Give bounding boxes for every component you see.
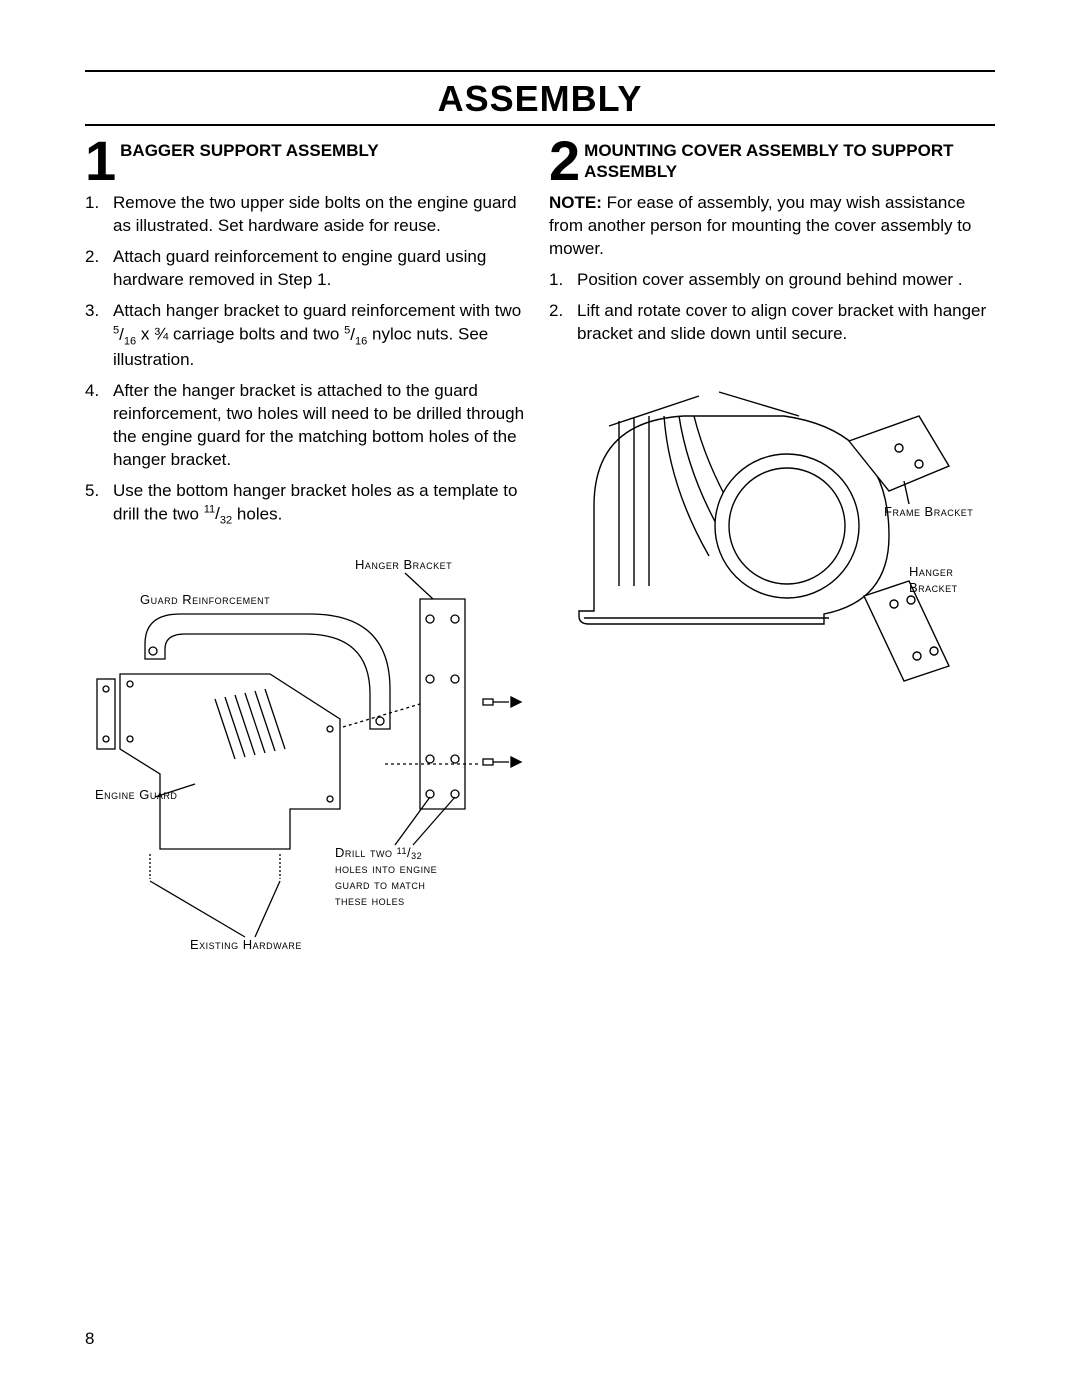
label-drill-note-2: holes into engine [335, 861, 437, 876]
step-1-5: Use the bottom hanger bracket holes as a… [85, 480, 531, 529]
label-hanger-l1: Hanger [909, 564, 953, 579]
section-2-head: 2 MOUNTING COVER ASSEMBLY TO SUPPORT ASS… [549, 136, 995, 186]
section-2-steps: Position cover assembly on ground behind… [549, 269, 995, 346]
fraction-5-16-b: 5/16 [344, 325, 367, 344]
section-1-number: 1 [85, 136, 116, 186]
section-1-title: BAGGER SUPPORT ASSEMBLY [120, 136, 379, 161]
label-drill-note-1: Drill two 11/32 [335, 845, 422, 861]
fraction-5-16-a: 5/16 [113, 325, 136, 344]
figure-1: Hanger Bracket Guard Reinforcement [85, 549, 531, 989]
left-column: 1 BAGGER SUPPORT ASSEMBLY Remove the two… [85, 136, 531, 989]
note-text: For ease of assembly, you may wish assis… [549, 193, 971, 258]
section-2-note: NOTE: For ease of assembly, you may wish… [549, 192, 995, 261]
label-engine-guard: Engine Guard [95, 787, 177, 802]
note-label: NOTE: [549, 193, 602, 212]
top-rule [85, 70, 995, 72]
page-container: ASSEMBLY 1 BAGGER SUPPORT ASSEMBLY Remov… [0, 0, 1080, 1029]
label-drill-note-4: these holes [335, 893, 405, 908]
step-2-2: Lift and rotate cover to align cover bra… [549, 300, 995, 346]
right-column: 2 MOUNTING COVER ASSEMBLY TO SUPPORT ASS… [549, 136, 995, 989]
step-1-2: Attach guard reinforcement to engine gua… [85, 246, 531, 292]
section-1-steps: Remove the two upper side bolts on the e… [85, 192, 531, 528]
fraction-11-32: 11/32 [204, 504, 233, 523]
section-2-number: 2 [549, 136, 580, 186]
label-hanger-l2: Bracket [909, 580, 958, 595]
label-hanger-bracket: Hanger Bracket [355, 557, 452, 572]
label-existing-hardware: Existing Hardware [190, 937, 302, 952]
label-frame-bracket: Frame Bracket [884, 504, 973, 519]
step-1-4: After the hanger bracket is attached to … [85, 380, 531, 472]
step-1-1: Remove the two upper side bolts on the e… [85, 192, 531, 238]
section-1-head: 1 BAGGER SUPPORT ASSEMBLY [85, 136, 531, 186]
page-number: 8 [85, 1329, 94, 1349]
step-1-3: Attach hanger bracket to guard reinforce… [85, 300, 531, 372]
page-title: ASSEMBLY [85, 78, 995, 126]
section-2-title: MOUNTING COVER ASSEMBLY TO SUPPORT ASSEM… [584, 136, 995, 183]
step-2-1: Position cover assembly on ground behind… [549, 269, 995, 292]
label-guard-reinforcement: Guard Reinforcement [140, 592, 270, 607]
figure-2: Frame Bracket Hanger Bracket [549, 386, 995, 706]
two-column-layout: 1 BAGGER SUPPORT ASSEMBLY Remove the two… [85, 136, 995, 989]
label-drill-note-3: guard to match [335, 877, 425, 892]
